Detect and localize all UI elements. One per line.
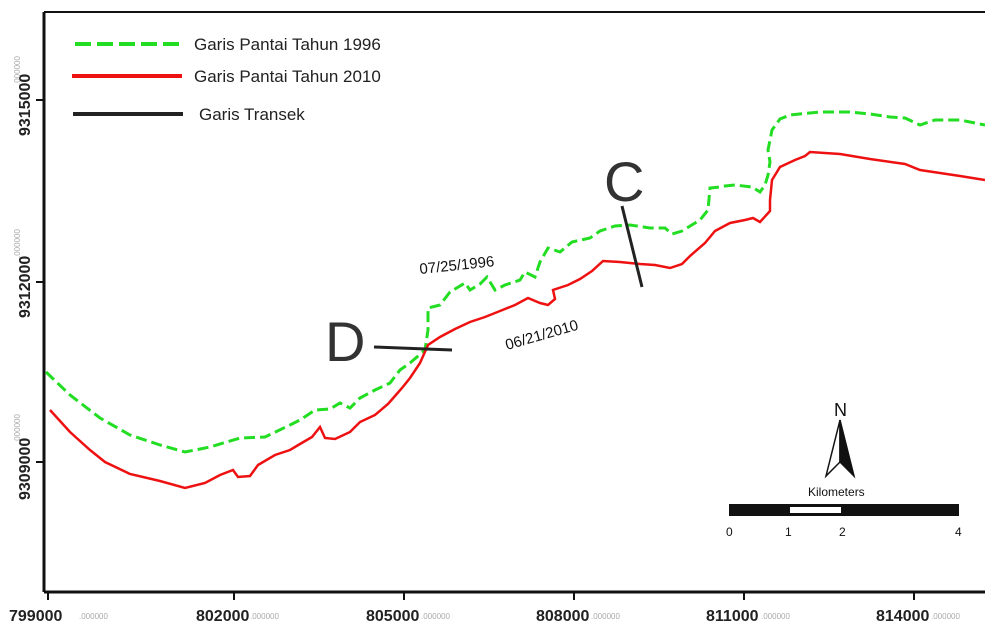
north-arrow-left-half bbox=[824, 419, 841, 479]
x-tick-label-decimal: .000000 bbox=[421, 612, 450, 621]
transect-d-label: D bbox=[325, 310, 365, 373]
coastline-1996 bbox=[44, 110, 985, 454]
legend: Garis Pantai Tahun 1996 Garis Pantai Tah… bbox=[72, 35, 381, 124]
x-tick-label-decimal: .000000 bbox=[591, 612, 620, 621]
y-tick-label-decimal: .000000 bbox=[13, 56, 22, 85]
x-tick-label: 802000 bbox=[196, 608, 249, 625]
date-2010-label: 06/21/2010 bbox=[503, 317, 580, 354]
legend-label-2010: Garis Pantai Tahun 2010 bbox=[194, 67, 381, 86]
scale-label-0: 0 bbox=[726, 525, 733, 539]
x-axis: 799000 .000000 802000 .000000 805000 .00… bbox=[9, 592, 960, 625]
north-label: N bbox=[834, 400, 847, 420]
date-1996-label: 07/25/1996 bbox=[419, 253, 495, 278]
coastline-2010 bbox=[49, 150, 985, 490]
transect-c-line bbox=[620, 205, 644, 288]
x-tick-label-decimal: .000000 bbox=[79, 612, 108, 621]
x-tick-label-decimal: .000000 bbox=[931, 612, 960, 621]
x-tick-label: 808000 bbox=[536, 608, 589, 625]
scale-label-4: 4 bbox=[955, 525, 962, 539]
transect-c-label: C bbox=[604, 150, 644, 213]
scale-bar: Kilometers 0 1 2 4 bbox=[726, 485, 962, 539]
legend-label-transect: Garis Transek bbox=[199, 105, 305, 124]
x-tick-label: 805000 bbox=[366, 608, 419, 625]
scale-label-2: 2 bbox=[839, 525, 846, 539]
y-tick-label: 9315000 bbox=[17, 74, 34, 136]
scale-bar-frame bbox=[729, 504, 959, 516]
y-tick-label-decimal: .000000 bbox=[13, 414, 22, 443]
y-tick-label: 9309000 bbox=[17, 438, 34, 500]
transect-d-line bbox=[373, 345, 453, 352]
x-tick-label: 811000 bbox=[706, 608, 759, 625]
y-tick-label: 9312000 bbox=[17, 256, 34, 318]
scale-label-1: 1 bbox=[785, 525, 792, 539]
x-tick-label: 799000 bbox=[9, 608, 62, 625]
y-tick-label-decimal: .000000 bbox=[13, 229, 22, 258]
north-arrow: N bbox=[824, 400, 856, 479]
x-tick-label-decimal: .000000 bbox=[761, 612, 790, 621]
legend-label-1996: Garis Pantai Tahun 1996 bbox=[194, 35, 381, 54]
north-arrow-right-half bbox=[839, 419, 856, 479]
x-tick-label-decimal: .000000 bbox=[250, 612, 279, 621]
y-axis: 9315000 .000000 9312000 .000000 9309000 … bbox=[13, 56, 44, 500]
x-tick-label: 814000 bbox=[876, 608, 929, 625]
scale-bar-title: Kilometers bbox=[808, 485, 865, 499]
scale-bar-segment bbox=[790, 507, 841, 513]
